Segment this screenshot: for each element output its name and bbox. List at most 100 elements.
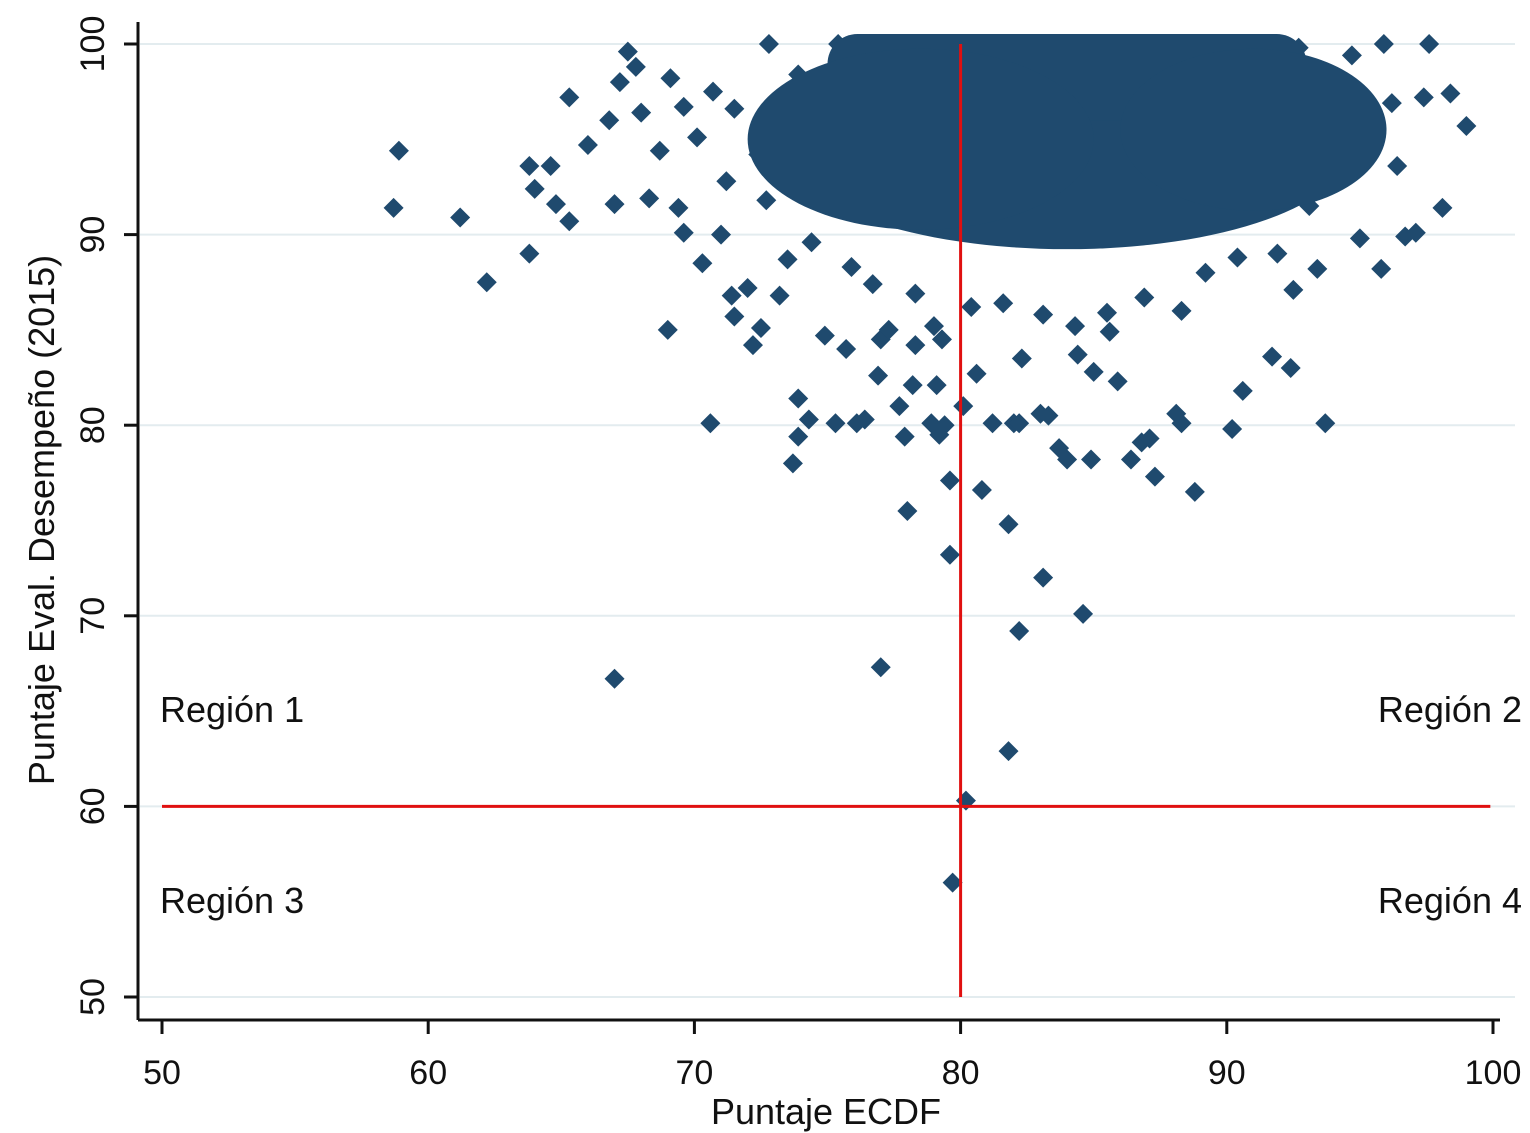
data-point <box>1405 222 1426 243</box>
data-point <box>476 272 497 293</box>
data-point <box>577 135 598 156</box>
data-point <box>1267 243 1288 264</box>
data-point <box>756 190 777 211</box>
data-point <box>604 194 625 215</box>
data-point <box>559 211 580 232</box>
data-point <box>1171 413 1192 434</box>
data-point <box>1009 413 1030 434</box>
data-point <box>1195 262 1216 283</box>
data-point <box>692 253 713 274</box>
data-point <box>931 329 952 350</box>
data-point <box>841 257 862 278</box>
data-point <box>1134 287 1155 308</box>
data-point <box>1120 449 1141 470</box>
y-axis-title: Puntaje Eval. Desempeño (2015) <box>21 255 62 785</box>
data-point <box>953 396 974 417</box>
y-tick-label: 100 <box>74 16 112 73</box>
data-point <box>758 34 779 54</box>
data-point <box>1413 87 1434 108</box>
data-point <box>625 56 646 77</box>
data-point <box>897 500 918 521</box>
data-point <box>657 319 678 340</box>
data-point <box>878 319 899 340</box>
data-point <box>383 197 404 218</box>
data-point <box>902 375 923 396</box>
data-point <box>609 72 630 93</box>
data-point <box>934 415 955 436</box>
data-point <box>966 363 987 384</box>
data-point <box>1315 413 1336 434</box>
data-point <box>1283 279 1304 300</box>
data-point <box>668 197 689 218</box>
data-point <box>617 41 638 62</box>
data-point <box>388 140 409 161</box>
data-point <box>923 316 944 337</box>
data-point <box>777 249 798 270</box>
data-point <box>750 317 771 338</box>
data-point <box>519 155 540 176</box>
x-tick-label: 70 <box>675 1054 713 1092</box>
data-point <box>700 413 721 434</box>
data-point <box>854 409 875 430</box>
data-point <box>1033 304 1054 325</box>
data-point <box>737 277 758 298</box>
data-point <box>742 335 763 356</box>
data-point <box>1222 419 1243 440</box>
data-point <box>673 96 694 117</box>
data-point <box>1038 405 1059 426</box>
data-point <box>1144 466 1165 487</box>
region-2-label: Región 2 <box>1378 689 1522 730</box>
data-point <box>724 98 745 119</box>
data-point <box>1387 155 1408 176</box>
data-point <box>599 110 620 131</box>
data-point <box>971 480 992 501</box>
data-point <box>1081 449 1102 470</box>
data-point <box>1011 348 1032 369</box>
data-point <box>905 283 926 304</box>
data-point <box>782 453 803 474</box>
x-axis-title: Puntaje ECDF <box>711 1091 941 1132</box>
data-point <box>801 232 822 253</box>
data-point <box>798 409 819 430</box>
data-point <box>721 285 742 306</box>
data-point <box>862 274 883 295</box>
data-point <box>836 338 857 359</box>
data-point <box>1371 258 1392 279</box>
data-point <box>1057 449 1078 470</box>
data-point <box>1262 346 1283 367</box>
data-point <box>942 872 963 893</box>
data-point <box>868 365 889 386</box>
data-point <box>1139 428 1160 449</box>
data-point <box>905 335 926 356</box>
data-point <box>926 375 947 396</box>
data-point <box>703 81 724 102</box>
data-point <box>788 388 809 409</box>
data-point <box>540 155 561 176</box>
data-point <box>1232 380 1253 401</box>
data-point <box>1184 481 1205 502</box>
data-point <box>450 207 471 228</box>
data-point <box>769 285 790 306</box>
data-point <box>939 470 960 491</box>
data-point <box>639 188 660 209</box>
region-1-label: Región 1 <box>160 689 304 730</box>
data-point <box>961 297 982 318</box>
data-point <box>998 514 1019 535</box>
data-point <box>1099 321 1120 342</box>
data-point <box>894 426 915 447</box>
region-4-label: Región 4 <box>1378 880 1522 921</box>
data-point <box>1067 344 1088 365</box>
data-point <box>604 668 625 689</box>
data-point <box>1171 300 1192 321</box>
y-tick-label: 50 <box>74 978 112 1016</box>
data-point <box>687 127 708 148</box>
data-point <box>1307 258 1328 279</box>
data-point <box>649 140 670 161</box>
data-point <box>1065 316 1086 337</box>
data-point <box>998 741 1019 762</box>
data-point <box>1349 228 1370 249</box>
x-tick-label: 60 <box>409 1054 447 1092</box>
y-tick-label: 80 <box>74 406 112 444</box>
data-point <box>1419 34 1440 54</box>
